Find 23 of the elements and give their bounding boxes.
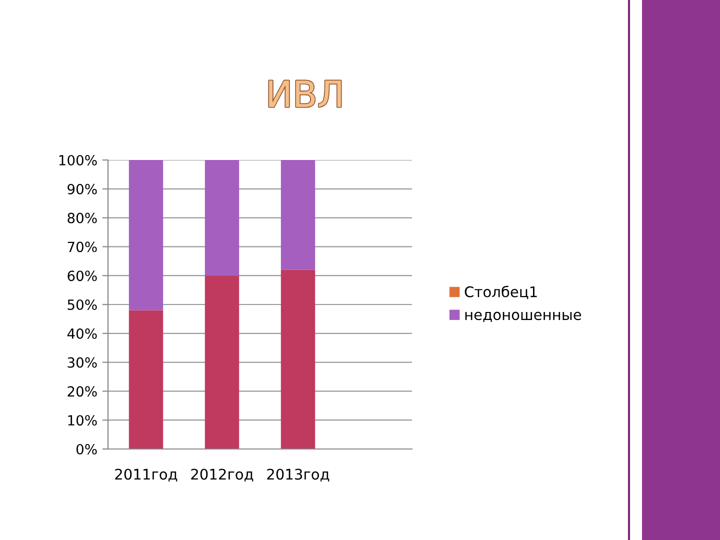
y-tick-label: 0%: [76, 444, 97, 454]
bar: [280, 160, 316, 270]
y-tick-label: 60%: [68, 270, 97, 282]
bar: [280, 270, 316, 449]
x-tick-label: 2012год: [191, 468, 254, 482]
bar: [204, 160, 240, 276]
x-tick-label: 2013год: [267, 468, 330, 482]
y-tick-label: 30%: [68, 357, 97, 368]
bar: [204, 276, 240, 449]
bar: [128, 310, 164, 449]
y-tick-label: 100%: [59, 154, 97, 166]
bar: [128, 160, 164, 310]
y-tick-label: 40%: [67, 328, 97, 339]
y-tick-label: 70%: [68, 242, 97, 252]
chart-title: ИВЛ: [269, 80, 341, 107]
x-tick-label: 2011год: [115, 468, 178, 482]
y-tick-label: 20%: [68, 386, 97, 397]
legend-label: недоношенные: [465, 312, 582, 322]
y-tick-label: 90%: [68, 184, 97, 194]
legend-label: Столбец1: [464, 286, 537, 300]
y-tick-label: 50%: [68, 299, 97, 310]
y-tick-label: 10%: [68, 415, 97, 426]
y-tick-label: 80%: [68, 212, 97, 224]
